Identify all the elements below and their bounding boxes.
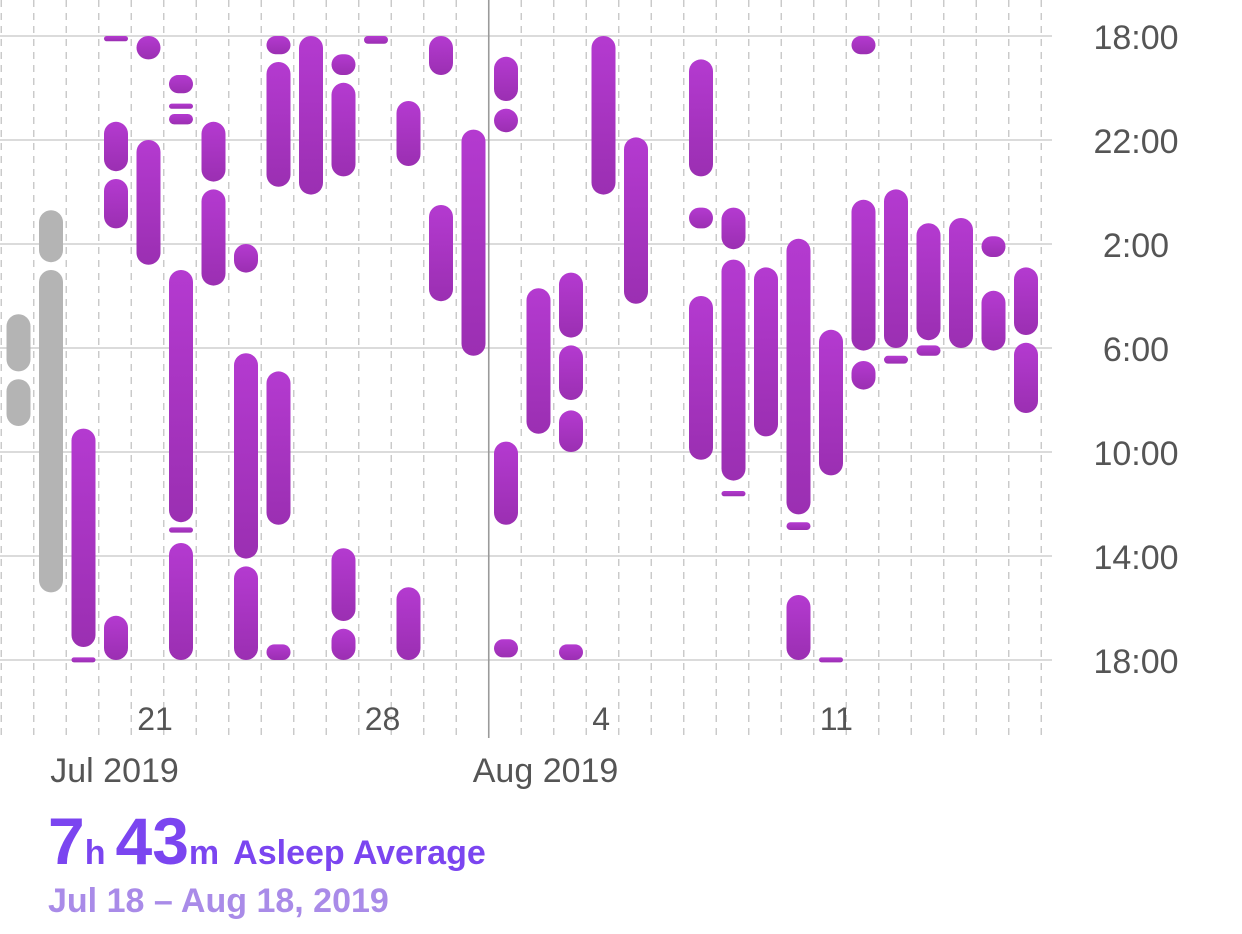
asleep-bar	[71, 657, 96, 663]
asleep-bar	[169, 75, 193, 94]
asleep-bar	[526, 288, 551, 434]
asleep-bar	[1014, 342, 1038, 413]
y-tick-label: 2:00	[1103, 227, 1169, 265]
asleep-bar	[331, 54, 356, 75]
in-bed-bar	[39, 270, 63, 593]
hours-value: 7	[48, 804, 85, 878]
asleep-bar	[169, 543, 193, 660]
asleep-bar	[169, 270, 193, 523]
minutes-unit: m	[188, 834, 220, 872]
average-label: Asleep Average	[233, 834, 486, 872]
x-tick-label: 28	[365, 701, 401, 737]
asleep-bar	[331, 548, 356, 621]
y-tick-label: 22:00	[1093, 123, 1178, 161]
asleep-bar	[689, 207, 713, 229]
asleep-bar	[266, 644, 291, 660]
x-tick-label: 21	[137, 701, 173, 737]
asleep-bar	[234, 244, 258, 273]
asleep-bar	[721, 491, 746, 497]
asleep-bar	[559, 345, 583, 400]
y-tick-label: 18:00	[1093, 19, 1178, 57]
asleep-bar	[916, 345, 941, 356]
asleep-bar	[266, 371, 291, 525]
asleep-bar	[916, 223, 941, 341]
asleep-bar	[624, 137, 648, 304]
in-bed-bar	[39, 210, 63, 263]
in-bed-bar	[6, 379, 31, 426]
asleep-bar	[461, 129, 486, 356]
month-label: Jul 2019	[50, 752, 179, 790]
date-range: Jul 18 – Aug 18, 2019	[48, 882, 389, 920]
y-tick-label: 6:00	[1103, 331, 1169, 369]
y-tick-label: 10:00	[1093, 435, 1178, 473]
y-tick-label: 14:00	[1093, 539, 1178, 577]
asleep-bar	[429, 205, 453, 302]
asleep-bar	[494, 56, 518, 101]
asleep-bar	[494, 441, 518, 525]
asleep-bar	[104, 36, 128, 42]
asleep-bar	[104, 179, 128, 229]
hours-unit: h	[84, 834, 106, 872]
asleep-average: 7h 43m Asleep Average	[48, 808, 486, 874]
asleep-bar	[559, 410, 583, 452]
minutes-value: 43	[115, 804, 189, 878]
asleep-bar	[591, 36, 616, 195]
asleep-bar	[331, 82, 356, 177]
x-tick-label: 11	[820, 701, 853, 737]
asleep-bar	[331, 628, 356, 660]
asleep-bar	[494, 108, 518, 133]
asleep-bar	[234, 566, 258, 660]
asleep-bar	[234, 353, 258, 559]
asleep-bar	[299, 36, 323, 195]
in-bed-bar	[6, 314, 31, 372]
asleep-bar	[689, 59, 713, 177]
asleep-bar	[981, 290, 1006, 351]
asleep-bar	[494, 639, 518, 658]
asleep-bar	[169, 103, 193, 109]
asleep-bar	[201, 189, 226, 286]
asleep-bar	[559, 644, 583, 660]
asleep-bar	[884, 189, 908, 348]
asleep-bar	[396, 587, 421, 660]
asleep-bar	[689, 296, 713, 460]
asleep-bar	[754, 267, 778, 437]
asleep-bar	[851, 36, 876, 55]
asleep-bar	[396, 101, 421, 166]
asleep-bar	[266, 36, 291, 55]
asleep-bar	[104, 615, 128, 660]
sleep-chart: 18:00 22:00 2:00 6:00 10:00 14:00 18:00 21 28 4 11…	[0, 0, 1179, 790]
asleep-bar	[429, 36, 453, 75]
asleep-bar	[201, 121, 226, 182]
asleep-bar	[819, 329, 843, 476]
asleep-bar	[786, 595, 811, 660]
asleep-bar	[104, 121, 128, 172]
x-tick-label: 4	[592, 701, 610, 737]
asleep-bar	[136, 140, 161, 265]
asleep-bar	[851, 361, 876, 390]
asleep-bar	[364, 36, 388, 44]
asleep-bar	[786, 522, 811, 530]
y-tick-label: 18:00	[1093, 643, 1178, 681]
asleep-bar	[981, 236, 1006, 257]
asleep-bar	[559, 272, 583, 338]
asleep-bar	[819, 657, 843, 663]
asleep-bar	[266, 62, 291, 187]
asleep-bar	[136, 36, 161, 60]
asleep-bar	[169, 114, 193, 125]
asleep-bar	[71, 428, 96, 647]
asleep-bar	[169, 527, 193, 533]
asleep-bar	[721, 259, 746, 481]
asleep-bar	[721, 207, 746, 250]
asleep-bar	[884, 355, 908, 364]
summary: 7h 43m Asleep Average Jul 18 – Aug 18, 201…	[48, 808, 486, 921]
asleep-bar	[786, 238, 811, 515]
asleep-bar	[851, 199, 876, 351]
asleep-bar	[949, 218, 973, 348]
month-label: Aug 2019	[473, 752, 619, 790]
asleep-bar	[1014, 267, 1038, 335]
